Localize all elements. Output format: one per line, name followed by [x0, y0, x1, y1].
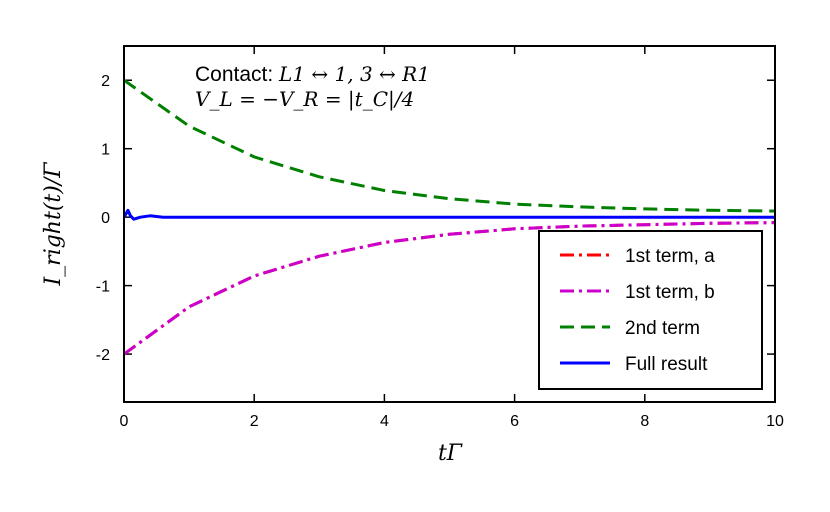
- legend: 1st term, a 1st term, b 2nd term Full resul…: [538, 230, 763, 390]
- y-tick-label: -2: [96, 347, 110, 364]
- legend-label-1st-term-a: 1st term, a: [625, 246, 715, 267]
- annotation-contact: Contact: L1 ↔ 1, 3 ↔ R1: [195, 62, 430, 86]
- series-line-1st-term-b: [124, 221, 775, 356]
- x-tick-label: 0: [120, 413, 129, 430]
- legend-label-2nd-term: 2nd term: [625, 318, 700, 339]
- x-tick-label: 2: [250, 413, 259, 430]
- series-layer: [124, 78, 775, 356]
- x-tick-label: 6: [510, 413, 519, 430]
- x-tick-label: 8: [640, 413, 649, 430]
- x-tick-label: 10: [766, 413, 784, 430]
- series-line-2nd-term: [124, 78, 775, 213]
- y-tick-label: 0: [101, 210, 110, 227]
- x-axis-label: tΓ: [438, 441, 463, 466]
- y-tick-label: 1: [101, 142, 110, 159]
- annotation-voltage: V_L = −V_R = |t_C|/4: [195, 87, 414, 112]
- series-line-full-result: [124, 208, 775, 221]
- y-tick-label: -1: [96, 279, 110, 296]
- legend-label-1st-term-b: 1st term, b: [625, 282, 715, 303]
- legend-label-full-result: Full result: [625, 354, 708, 375]
- plot-frame: [123, 45, 776, 403]
- y-axis-label: I_right(t)/Γ: [41, 162, 66, 287]
- x-tick-label: 4: [380, 413, 389, 430]
- y-tick-label: 2: [101, 73, 110, 90]
